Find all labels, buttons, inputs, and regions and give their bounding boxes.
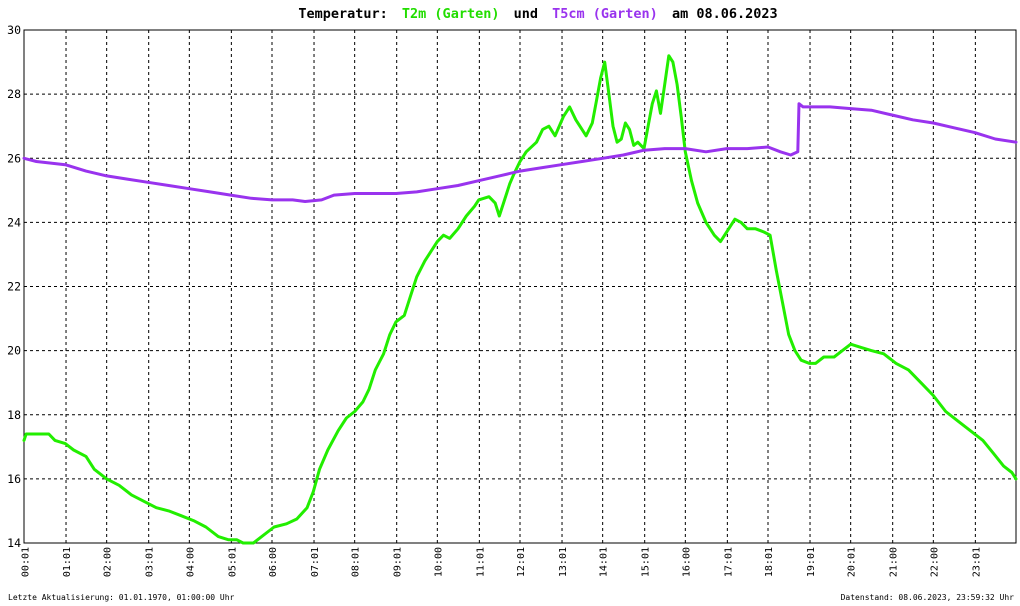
- y-tick-label: 16: [7, 472, 21, 486]
- x-tick-label: 05:01: [227, 547, 238, 577]
- x-tick-label: 16:00: [681, 547, 692, 577]
- last-update-label: Letzte Aktualisierung: 01.01.1970, 01:00…: [8, 593, 235, 602]
- y-tick-label: 28: [7, 87, 21, 101]
- title-series-1: T2m (Garten): [402, 6, 500, 22]
- x-tick-label: 18:01: [764, 547, 775, 577]
- grid: [24, 30, 1016, 543]
- x-tick-label: 12:01: [516, 547, 527, 577]
- chart-title: Temperatur: T2m (Garten) und T5cm (Garte…: [298, 6, 777, 22]
- y-tick-label: 18: [7, 408, 21, 422]
- y-tick-label: 26: [7, 151, 21, 165]
- series-line-t2m: [22, 54, 1018, 545]
- title-prefix: Temperatur:: [298, 6, 387, 22]
- x-tick-label: 11:01: [475, 547, 486, 577]
- x-tick-label: 06:00: [268, 547, 279, 577]
- x-tick-label: 04:00: [185, 547, 196, 577]
- series-lines: [22, 54, 1018, 545]
- y-tick-label: 22: [7, 280, 21, 294]
- x-tick-label: 01:01: [62, 547, 73, 577]
- y-tick-label: 24: [7, 215, 21, 229]
- y-tick-label: 30: [7, 23, 21, 37]
- series-line-t5cm: [22, 102, 1018, 203]
- x-tick-label: 13:01: [558, 547, 569, 577]
- x-tick-label: 20:01: [847, 547, 858, 577]
- x-tick-label: 15:01: [641, 547, 652, 577]
- x-tick-label: 03:01: [145, 547, 156, 577]
- x-tick-label: 09:01: [393, 547, 404, 577]
- x-tick-label: 19:01: [806, 547, 817, 577]
- title-suffix: am 08.06.2023: [672, 6, 778, 22]
- plot-border: [23, 29, 1017, 544]
- data-status-label: Datenstand: 08.06.2023, 23:59:32 Uhr: [840, 593, 1014, 602]
- y-tick-label: 20: [7, 344, 21, 358]
- x-tick-label: 08:01: [351, 547, 362, 577]
- plot-frame: [23, 29, 1017, 544]
- x-tick-label: 22:00: [929, 547, 940, 577]
- x-tick-label: 21:00: [889, 547, 900, 577]
- x-tick-label: 00:01: [21, 547, 32, 577]
- x-tick-label: 07:01: [310, 547, 321, 577]
- x-tick-label: 17:01: [723, 547, 734, 577]
- x-tick-label: 23:01: [971, 547, 982, 577]
- x-axis-ticks: 00:01 01:01 02:00 03:01 04:00 05:01 06:00 07:01…: [21, 547, 983, 577]
- x-tick-label: 02:00: [103, 547, 114, 577]
- title-series-2: T5cm (Garten): [552, 6, 658, 22]
- y-tick-label: 14: [7, 536, 21, 550]
- x-tick-label: 10:00: [433, 547, 444, 577]
- y-axis-ticks: 14 16 18 20 22 24 26 28 30: [7, 23, 21, 550]
- title-mid: und: [514, 6, 538, 22]
- x-tick-label: 14:01: [599, 547, 610, 577]
